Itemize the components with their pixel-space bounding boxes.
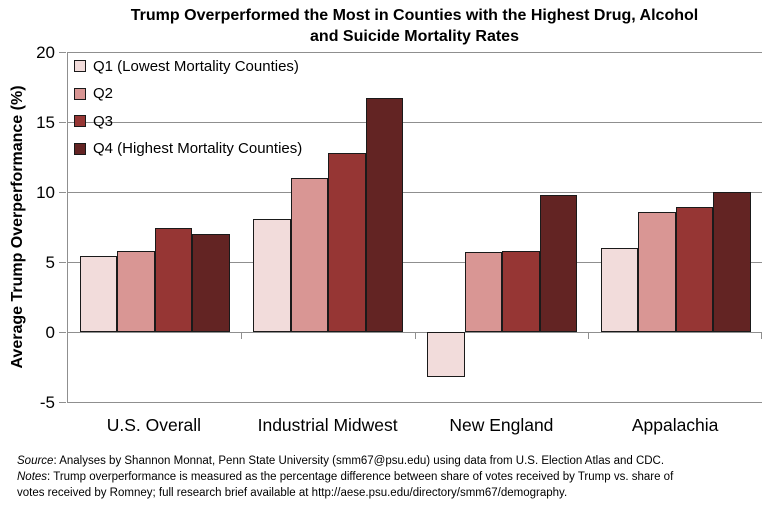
category-boundary-tick-2: [414, 332, 416, 339]
bar-q2-2: [464, 252, 503, 332]
y-axis-title: Average Trump Overperformance (%): [9, 85, 26, 369]
legend-swatch-q1: [74, 60, 86, 72]
x-category-label-0: U.S. Overall: [106, 415, 202, 435]
source-label: Source: [17, 455, 54, 467]
footnote-notes-line1: Notes: Trump overperformance is measured…: [17, 469, 767, 485]
legend-label-q3: Q3: [93, 112, 114, 130]
footnote-notes-line2: votes received by Romney; full research …: [17, 485, 767, 501]
y-axis-tick-20: [59, 52, 66, 53]
gridline-y-15: [67, 122, 762, 123]
bar-q3-2: [502, 250, 540, 332]
bar-q3-0: [154, 228, 193, 332]
legend-swatch-q3: [74, 115, 86, 128]
y-axis-line: [67, 52, 68, 402]
bar-q1-3: [600, 248, 639, 332]
bar-q2-1: [290, 178, 329, 332]
y-tick-label-20: 20: [36, 42, 55, 62]
gridline-y-20: [67, 52, 762, 53]
legend-item-2: Q2: [74, 84, 113, 104]
bar-q4-1: [365, 98, 404, 332]
notes-label: Notes: [17, 471, 48, 483]
chart-title-line2: and Suicide Mortality Rates: [310, 28, 519, 45]
bar-q1-0: [79, 256, 118, 332]
y-tick-label--5: -5: [39, 392, 55, 412]
y-axis-tick-0: [59, 332, 66, 333]
x-category-label-2: New England: [449, 415, 554, 435]
notes-text-line1: : Trump overperformance is measured as t…: [47, 471, 674, 483]
chart-title: Trump Overperformed the Most in Counties…: [67, 5, 762, 47]
y-tick-label-10: 10: [36, 182, 55, 202]
bar-q4-3: [713, 192, 751, 332]
gridline-y-5: [67, 262, 762, 263]
footnotes: Source: Analyses by Shannon Monnat, Penn…: [17, 453, 767, 501]
y-tick-label-0: 0: [45, 322, 55, 342]
legend-item-3: Q3: [74, 111, 113, 131]
legend-swatch-q2: [74, 87, 86, 100]
gridline-y-10: [67, 192, 762, 193]
source-text: : Analyses by Shannon Monnat, Penn State…: [53, 455, 665, 467]
y-tick-label-5: 5: [45, 252, 55, 272]
legend-item-1: Q1 (Lowest Mortality Counties): [74, 56, 299, 76]
category-boundary-tick-4: [761, 332, 762, 339]
bar-q4-2: [539, 194, 578, 332]
y-axis-tick--5: [59, 402, 66, 403]
y-axis-tick-10: [59, 192, 66, 193]
notes-text-line2: votes received by Romney; full research …: [17, 487, 568, 499]
y-tick-label-15: 15: [36, 112, 55, 132]
legend-label-q4: Q4 (Highest Mortality Counties): [93, 140, 303, 158]
plot-area: [67, 52, 762, 403]
legend-swatch-q4: [74, 142, 86, 155]
bar-q4-0: [192, 234, 230, 332]
legend-item-4: Q4 (Highest Mortality Counties): [74, 139, 302, 159]
category-boundary-tick-1: [240, 332, 242, 339]
y-axis-tick-5: [59, 262, 66, 263]
x-category-label-1: Industrial Midwest: [257, 415, 398, 435]
x-category-label-3: Appalachia: [631, 415, 719, 435]
bar-q3-1: [328, 152, 366, 332]
bar-q3-3: [675, 207, 714, 332]
category-boundary-tick-3: [588, 332, 590, 339]
bar-q1-2: [427, 332, 465, 377]
chart-title-line1: Trump Overperformed the Most in Counties…: [130, 7, 699, 24]
legend-label-q2: Q2: [93, 85, 114, 103]
bar-q1-1: [253, 218, 291, 332]
legend-label-q1: Q1 (Lowest Mortality Counties): [93, 57, 299, 75]
bar-q2-0: [117, 250, 155, 332]
footnote-source-line: Source: Analyses by Shannon Monnat, Penn…: [17, 453, 767, 469]
gridline-y--5: [67, 402, 762, 403]
bar-q2-3: [638, 211, 676, 332]
y-axis-tick-15: [59, 122, 66, 123]
